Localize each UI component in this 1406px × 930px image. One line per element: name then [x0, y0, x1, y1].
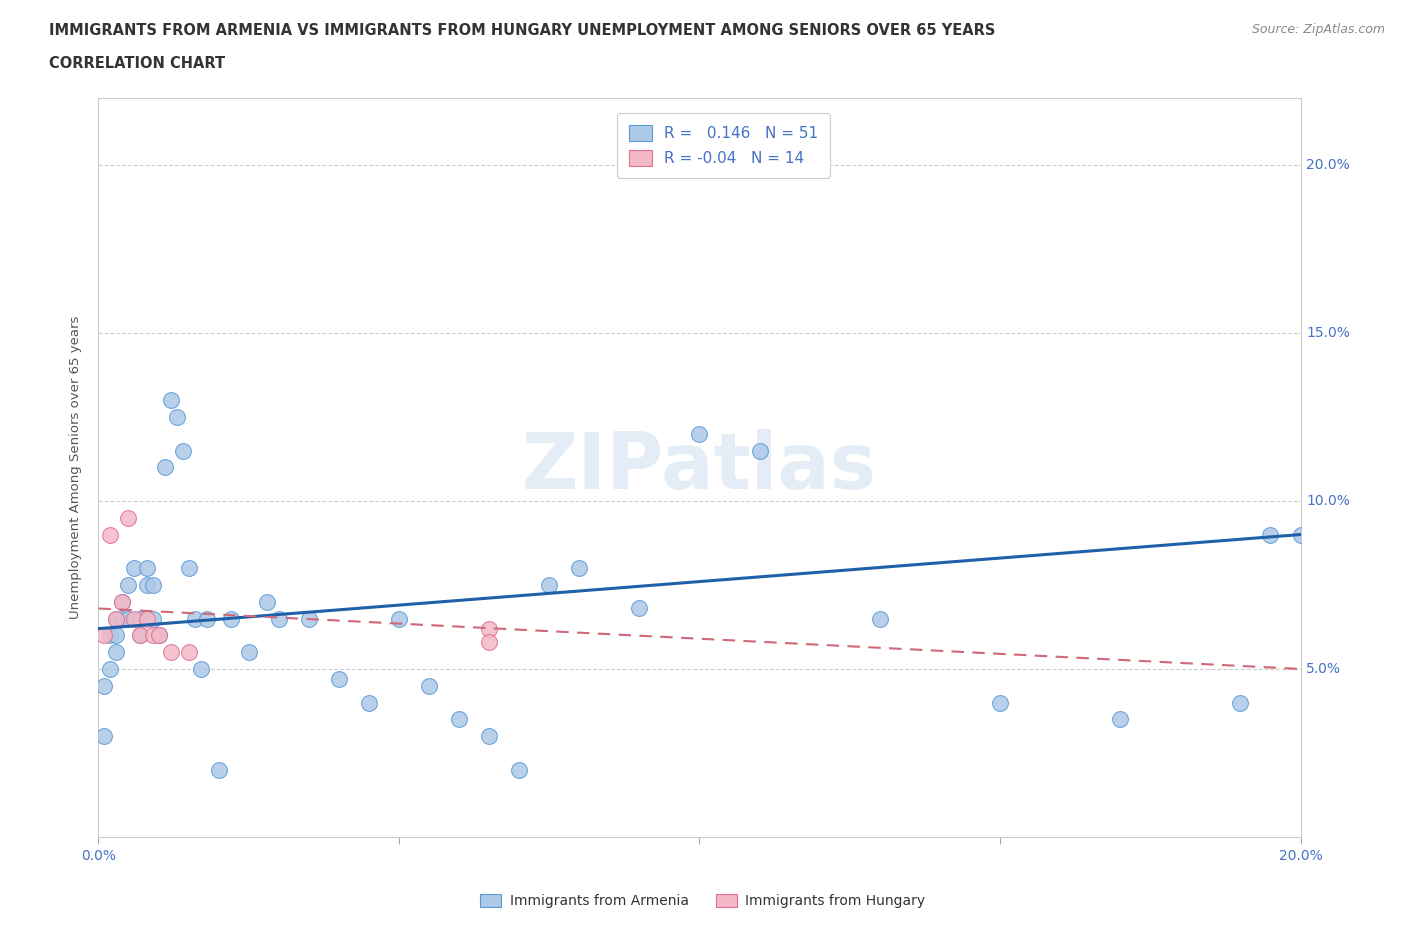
Y-axis label: Unemployment Among Seniors over 65 years: Unemployment Among Seniors over 65 years	[69, 315, 83, 619]
Point	[568, 561, 591, 576]
Point	[195, 611, 218, 626]
Point	[141, 628, 163, 643]
Point	[328, 671, 350, 686]
Point	[447, 712, 470, 727]
Point	[238, 644, 260, 659]
Point	[105, 611, 128, 626]
Point	[628, 601, 651, 616]
Point	[111, 594, 134, 609]
Point	[129, 628, 152, 643]
Point	[190, 661, 212, 676]
Point	[688, 426, 710, 441]
Point	[124, 611, 146, 626]
Point	[177, 644, 200, 659]
Text: CORRELATION CHART: CORRELATION CHART	[49, 56, 225, 71]
Point	[117, 611, 139, 626]
Point	[166, 409, 188, 424]
Point	[100, 661, 122, 676]
Point	[129, 611, 152, 626]
Point	[159, 644, 181, 659]
Point	[100, 527, 122, 542]
Text: 20.0%: 20.0%	[1306, 158, 1350, 172]
Point	[478, 729, 501, 744]
Point	[1260, 527, 1282, 542]
Point	[172, 443, 194, 458]
Point	[148, 628, 170, 643]
Text: IMMIGRANTS FROM ARMENIA VS IMMIGRANTS FROM HUNGARY UNEMPLOYMENT AMONG SENIORS OV: IMMIGRANTS FROM ARMENIA VS IMMIGRANTS FR…	[49, 23, 995, 38]
Point	[267, 611, 290, 626]
Point	[111, 611, 134, 626]
Point	[129, 628, 152, 643]
Point	[135, 578, 157, 592]
Point	[988, 695, 1011, 710]
Text: 10.0%: 10.0%	[1306, 494, 1350, 508]
Point	[159, 392, 181, 407]
Text: 5.0%: 5.0%	[1306, 662, 1341, 676]
Point	[141, 611, 163, 626]
Point	[478, 634, 501, 649]
Point	[538, 578, 561, 592]
Point	[418, 678, 440, 693]
Point	[256, 594, 278, 609]
Point	[208, 763, 231, 777]
Point	[1109, 712, 1132, 727]
Point	[135, 561, 157, 576]
Point	[117, 511, 139, 525]
Legend: R =   0.146   N = 51, R = -0.04   N = 14: R = 0.146 N = 51, R = -0.04 N = 14	[617, 113, 831, 179]
Text: Source: ZipAtlas.com: Source: ZipAtlas.com	[1251, 23, 1385, 36]
Point	[124, 561, 146, 576]
Point	[105, 628, 128, 643]
Point	[748, 443, 770, 458]
Point	[388, 611, 411, 626]
Text: 15.0%: 15.0%	[1306, 326, 1350, 339]
Point	[93, 678, 115, 693]
Point	[148, 628, 170, 643]
Point	[111, 594, 134, 609]
Point	[100, 628, 122, 643]
Point	[478, 621, 501, 636]
Legend: Immigrants from Armenia, Immigrants from Hungary: Immigrants from Armenia, Immigrants from…	[475, 889, 931, 914]
Text: ZIPatlas: ZIPatlas	[522, 430, 877, 505]
Point	[183, 611, 205, 626]
Point	[298, 611, 321, 626]
Point	[105, 644, 128, 659]
Point	[135, 611, 157, 626]
Point	[357, 695, 380, 710]
Point	[219, 611, 242, 626]
Point	[93, 729, 115, 744]
Point	[141, 578, 163, 592]
Point	[117, 578, 139, 592]
Point	[177, 561, 200, 576]
Point	[93, 628, 115, 643]
Point	[153, 460, 176, 474]
Point	[1229, 695, 1251, 710]
Point	[1289, 527, 1312, 542]
Point	[869, 611, 891, 626]
Point	[105, 611, 128, 626]
Point	[508, 763, 530, 777]
